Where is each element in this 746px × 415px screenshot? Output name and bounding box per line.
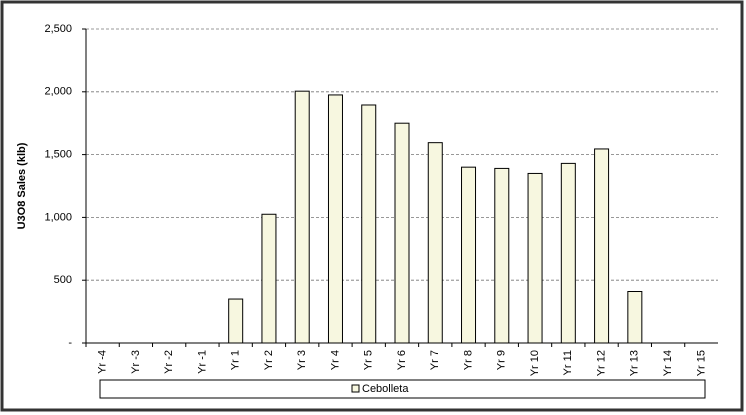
y-tick-label: 2,500 [44,23,72,35]
legend-swatch [351,384,360,393]
x-tick-label: Yr 11 [562,350,574,375]
x-tick-label: Yr 8 [462,350,474,370]
x-tick-label: Yr 13 [629,350,641,376]
y-tick-label: 500 [54,274,72,286]
y-tick-label: - [68,337,72,349]
bar [627,291,643,344]
bar [361,104,377,344]
bar [394,122,410,344]
x-tick-label: Yr 10 [529,350,541,376]
x-tick-label: Yr 2 [263,350,275,370]
x-tick-label: Yr 4 [329,350,341,370]
bar [494,167,510,344]
x-tick-label: Yr -2 [163,350,175,374]
bar [527,172,543,344]
x-tick-label: Yr 12 [595,350,607,376]
bar [594,148,610,344]
bar [327,94,343,344]
x-tick-label: Yr 9 [496,350,508,370]
y-tick-label: 1,500 [44,149,72,161]
x-tick-label: Yr 1 [230,350,242,370]
x-tick-label: Yr 5 [363,350,375,370]
bar [461,166,477,344]
y-axis-title: U3O8 Sales (klb) [16,142,28,229]
x-tick-label: Yr 7 [429,350,441,370]
x-tick-label: Yr 15 [695,350,707,376]
y-tick-label: 2,000 [44,86,72,98]
bar [560,162,576,344]
y-tick-label: 1,000 [44,211,72,223]
x-tick-label: Yr -4 [97,350,109,374]
x-tick-label: Yr 14 [662,350,674,376]
bar [261,213,277,344]
x-tick-label: Yr 3 [296,350,308,370]
x-tick-label: Yr -1 [196,350,208,374]
bar [427,142,443,344]
x-tick-label: Yr 6 [396,350,408,370]
legend-box [99,379,706,399]
legend-label: Cebolleta [362,383,409,395]
x-tick-label: Yr -3 [130,350,142,374]
bar [228,298,244,344]
bar [294,90,310,344]
